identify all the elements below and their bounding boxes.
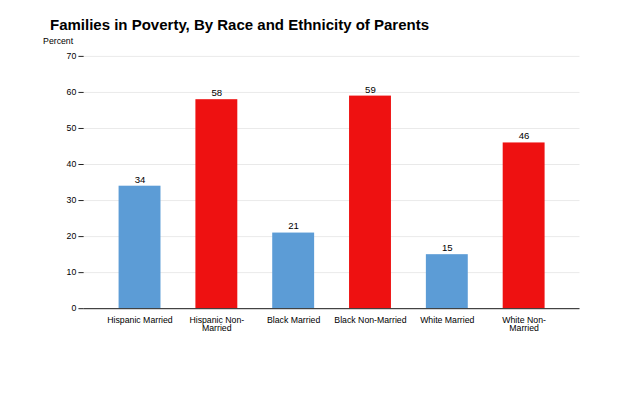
svg-text:70: 70 [67,51,77,61]
svg-text:40: 40 [67,159,77,169]
svg-text:30: 30 [67,195,77,205]
svg-text:0: 0 [71,303,76,313]
svg-text:15: 15 [442,242,453,253]
svg-text:58: 58 [211,87,222,98]
html-text:Families in Poverty, By Race a: Families in Poverty, By Race and Ethnici… [50,16,429,33]
svg-text:50: 50 [67,123,77,133]
svg-text:Hispanic Married: Hispanic Married [107,315,173,325]
svg-text:10: 10 [67,267,77,277]
svg-text:34: 34 [135,174,146,185]
svg-text:White Non-Married: White Non-Married [502,315,546,334]
svg-text:46: 46 [519,130,530,141]
svg-text:White Married: White Married [420,315,474,325]
svg-text:59: 59 [365,84,376,95]
svg-text:60: 60 [67,87,77,97]
svg-text:20: 20 [67,231,77,241]
svg-text:Black Married: Black Married [267,315,320,325]
svg-text:Percent: Percent [43,36,74,46]
svg-text:Black Non-Married: Black Non-Married [334,315,406,325]
svg-text:Hispanic Non-Married: Hispanic Non-Married [189,315,244,334]
svg-text:21: 21 [288,220,299,231]
